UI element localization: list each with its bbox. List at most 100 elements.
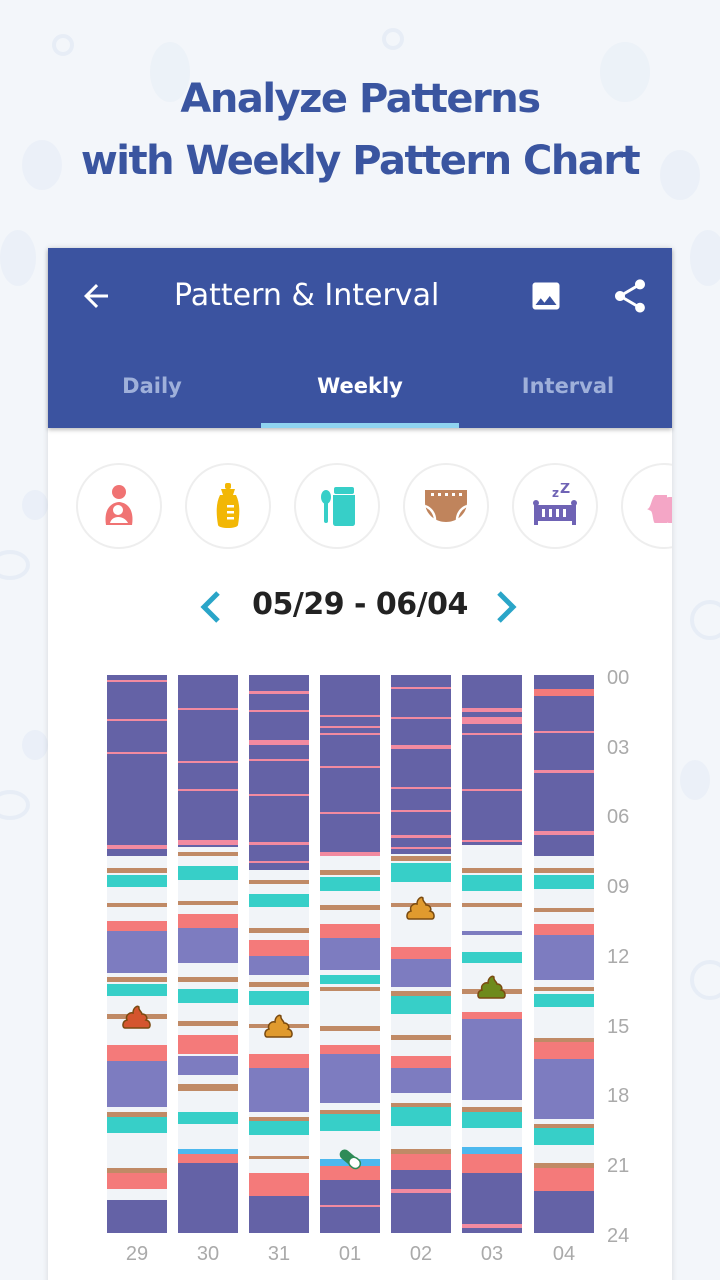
bottle-icon (216, 483, 240, 528)
x-axis-label: 02 (409, 1243, 433, 1265)
activity-band (534, 907, 594, 913)
x-axis-label: 04 (552, 1243, 576, 1265)
day-column-04[interactable] (534, 675, 594, 1233)
activity-band (391, 835, 451, 838)
category-filter-row: z Z (76, 463, 672, 551)
app-bar: Pattern & Interval Daily Weekly Interval (48, 248, 672, 428)
activity-band (462, 902, 522, 908)
tab-weekly[interactable]: Weekly (256, 358, 464, 428)
activity-band (249, 1116, 309, 1122)
activity-band (534, 730, 594, 734)
activity-band (391, 744, 451, 750)
activity-band (391, 686, 451, 689)
y-axis-label: 24 (607, 1225, 630, 1247)
y-axis-label: 21 (607, 1155, 630, 1177)
category-baby-food-button[interactable] (294, 463, 380, 549)
category-sleep-button[interactable]: z Z (512, 463, 598, 549)
medicine-pill-icon (335, 1146, 365, 1172)
activity-band (391, 1035, 451, 1041)
activity-band (178, 988, 238, 1003)
arrow-left-icon (84, 284, 108, 308)
activity-band (320, 937, 380, 971)
activity-band (320, 733, 380, 736)
activity-band (320, 870, 380, 875)
previous-week-button[interactable] (196, 589, 226, 625)
activity-band (107, 930, 167, 973)
save-image-button[interactable] (528, 278, 564, 314)
headline-line-2: with Weekly Pattern Chart (80, 138, 641, 184)
activity-band (462, 1172, 522, 1233)
day-column-03[interactable] (462, 675, 522, 1233)
diaper-icon (424, 490, 468, 522)
activity-band (320, 851, 380, 857)
activity-band (534, 675, 594, 857)
category-pump-button[interactable] (621, 463, 672, 549)
activity-band (534, 986, 594, 992)
activity-band (462, 951, 522, 964)
activity-band (391, 1067, 451, 1094)
headline-line-1: Analyze Patterns (180, 76, 541, 122)
activity-band (178, 928, 238, 964)
activity-band (249, 1172, 309, 1196)
activity-band (391, 1188, 451, 1194)
y-axis-label: 03 (607, 737, 630, 759)
activity-band (391, 1102, 451, 1108)
activity-band (462, 874, 522, 892)
activity-band (391, 991, 451, 996)
activity-band (391, 947, 451, 959)
day-column-02[interactable] (391, 675, 451, 1233)
back-button[interactable] (78, 278, 114, 314)
activity-band (107, 1112, 167, 1117)
y-axis-label: 15 (607, 1016, 630, 1038)
share-button[interactable] (610, 276, 650, 316)
activity-band (178, 914, 238, 929)
next-week-button[interactable] (491, 589, 521, 625)
activity-band (107, 977, 167, 982)
svg-text:Z: Z (560, 483, 570, 497)
activity-band (462, 1112, 522, 1129)
activity-band (249, 758, 309, 761)
day-column-29[interactable] (107, 675, 167, 1233)
activity-band (178, 1149, 238, 1154)
activity-band (462, 930, 522, 936)
weekly-pattern-chart: 29 30 31 01 02 03 04 00 03 06 09 12 15 1… (107, 667, 667, 1280)
category-breastfeeding-button[interactable] (76, 463, 162, 549)
activity-band (107, 1116, 167, 1134)
sleep-crib-icon: z Z (533, 483, 577, 525)
day-column-31[interactable] (249, 675, 309, 1233)
category-diaper-button[interactable] (403, 463, 489, 549)
poop-icon (406, 895, 436, 921)
activity-band (178, 840, 238, 845)
activity-band (107, 902, 167, 908)
activity-band (391, 1170, 451, 1233)
day-column-30[interactable] (178, 675, 238, 1233)
category-bottle-button[interactable] (185, 463, 271, 549)
tab-interval[interactable]: Interval (521, 374, 615, 398)
activity-band (462, 1019, 522, 1101)
activity-band (391, 863, 451, 882)
activity-band (391, 809, 451, 813)
activity-band (534, 770, 594, 773)
activity-band (320, 1109, 380, 1115)
activity-band (534, 1058, 594, 1120)
activity-band (178, 1153, 238, 1164)
activity-band (178, 851, 238, 857)
activity-band (534, 830, 594, 836)
activity-band (178, 900, 238, 906)
poop-icon (122, 1004, 152, 1030)
activity-band (249, 940, 309, 957)
activity-band (462, 733, 522, 736)
activity-band (534, 1128, 594, 1145)
tab-daily[interactable]: Daily (122, 374, 182, 398)
activity-band (320, 986, 380, 992)
activity-band (249, 1121, 309, 1136)
baby-food-icon (321, 487, 355, 526)
activity-band (391, 995, 451, 1015)
chevron-right-icon (497, 591, 517, 623)
activity-band (462, 1223, 522, 1229)
x-axis-label: 30 (196, 1243, 220, 1265)
activity-band (249, 879, 309, 885)
poop-icon (477, 974, 507, 1000)
day-column-01[interactable] (320, 675, 380, 1233)
activity-band (107, 1172, 167, 1189)
